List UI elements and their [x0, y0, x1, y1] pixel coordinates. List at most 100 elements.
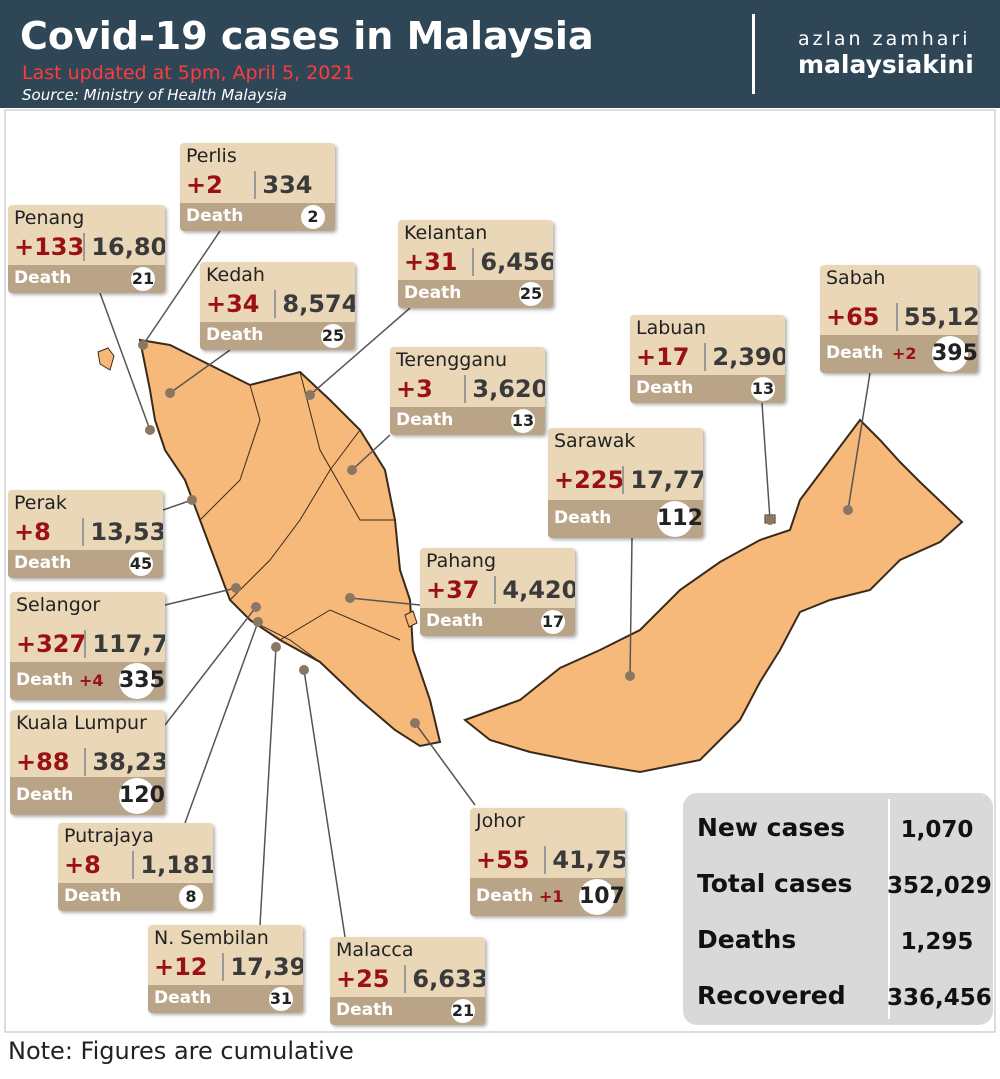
new-cases: +8 — [14, 518, 51, 546]
state-dot — [251, 602, 261, 612]
source: Source: Ministry of Health Malaysia — [22, 86, 287, 104]
new-cases: +8 — [64, 851, 101, 879]
total-cases: 334 — [254, 171, 313, 199]
new-cases: +37 — [426, 576, 480, 604]
leader-line — [349, 597, 421, 606]
new-cases: +34 — [206, 290, 260, 318]
new-cases: +12 — [154, 953, 208, 981]
state-name: Labuan — [636, 317, 707, 339]
state-name: Sarawak — [554, 430, 636, 452]
new-deaths: +1 — [539, 887, 564, 906]
state-name: Malacca — [336, 939, 414, 961]
state-card: Perak +8 13,537 Death 45 — [8, 490, 163, 578]
state-card: Labuan +17 2,390 Death 13 — [630, 315, 785, 403]
leader-line — [303, 669, 346, 938]
state-card: Kedah +34 8,574 Death 25 — [200, 262, 355, 350]
total-cases: 55,122 — [895, 303, 978, 331]
leader-line — [761, 402, 771, 521]
summary-label: New cases — [697, 813, 846, 842]
state-dot — [187, 495, 197, 505]
leader-line — [164, 587, 237, 606]
state-card: Kelantan +31 6,456 Death 25 — [398, 220, 553, 308]
death-label: Death — [426, 611, 484, 631]
header: Covid-19 cases in Malaysia Last updated … — [0, 0, 1000, 108]
new-cases: +225 — [554, 466, 625, 494]
state-card: Sabah +65 55,122 Death +2 395 — [820, 265, 978, 373]
death-count: 13 — [511, 409, 535, 433]
state-dot — [347, 465, 357, 475]
state-dot — [305, 390, 315, 400]
total-cases: 17,390 — [222, 953, 303, 981]
leader-line — [629, 537, 633, 677]
new-deaths: +4 — [79, 671, 104, 690]
death-label: Death — [396, 410, 454, 430]
state-name: Sabah — [826, 267, 886, 289]
state-name: Pahang — [426, 550, 497, 572]
death-bar: Death 112 — [548, 500, 703, 538]
new-cases: +2 — [186, 171, 223, 199]
state-dot — [231, 583, 241, 593]
death-label: Death — [14, 268, 72, 288]
state-name: Kuala Lumpur — [16, 712, 147, 734]
new-cases: +65 — [826, 303, 880, 331]
state-dot — [843, 505, 853, 515]
death-bar: Death 120 — [10, 777, 165, 815]
new-cases: +327 — [16, 630, 87, 658]
leader-line — [184, 621, 259, 824]
death-bar: Death 31 — [148, 985, 303, 1013]
death-bar: Death 8 — [58, 883, 213, 911]
death-count: 13 — [751, 377, 775, 401]
state-name: Kedah — [206, 264, 265, 286]
summary-value: 1,295 — [900, 929, 974, 955]
total-cases: 1,181 — [132, 851, 213, 879]
new-cases: +55 — [476, 846, 530, 874]
death-bar: Death 13 — [630, 375, 785, 403]
death-bar: Death 13 — [390, 407, 545, 435]
summary-label: Recovered — [697, 981, 846, 1010]
state-dot — [765, 515, 775, 525]
death-count: 335 — [119, 663, 165, 699]
summary-value: 1,070 — [900, 817, 974, 843]
summary-value: 336,456 — [887, 985, 992, 1011]
death-label: Death — [636, 378, 694, 398]
death-label: Death — [154, 988, 212, 1008]
death-label: Death — [16, 670, 74, 690]
state-card: Perlis +2 334 Death 2 — [180, 143, 335, 231]
death-count: 21 — [131, 267, 155, 291]
state-dot — [145, 425, 155, 435]
state-card: Pahang +37 4,420 Death 17 — [420, 548, 575, 636]
death-label: Death — [404, 283, 462, 303]
updated: Last updated at 5pm, April 5, 2021 — [22, 62, 355, 84]
death-count: 2 — [301, 205, 325, 229]
death-count: 17 — [541, 610, 565, 634]
death-label: Death — [476, 886, 534, 906]
state-dot — [165, 388, 175, 398]
death-count: 45 — [129, 552, 153, 576]
state-name: Selangor — [16, 594, 101, 616]
note: Note: Figures are cumulative — [8, 1037, 354, 1065]
leader-line — [99, 292, 151, 431]
death-label: Death — [14, 553, 72, 573]
total-cases: 16,808 — [83, 233, 165, 261]
brand: malaysiakini — [798, 50, 974, 79]
total-cases: 8,574 — [274, 290, 355, 318]
state-name: Perak — [14, 492, 67, 514]
death-bar: Death +2 395 — [820, 335, 978, 373]
death-bar: Death 17 — [420, 608, 575, 636]
death-bar: Death 25 — [398, 280, 553, 308]
state-card: Malacca +25 6,633 Death 21 — [330, 937, 485, 1025]
author: azlan zamhari — [798, 28, 971, 50]
death-count: 21 — [451, 999, 475, 1023]
total-cases: 17,779 — [622, 466, 703, 494]
leader-line — [164, 606, 257, 726]
death-count: 107 — [579, 879, 625, 915]
total-cases: 38,237 — [84, 748, 165, 776]
state-card: Terengganu +3 3,620 Death 13 — [390, 347, 545, 435]
state-dot — [299, 665, 309, 675]
death-count: 25 — [321, 324, 345, 348]
state-name: Johor — [476, 810, 525, 832]
death-bar: Death 25 — [200, 322, 355, 350]
